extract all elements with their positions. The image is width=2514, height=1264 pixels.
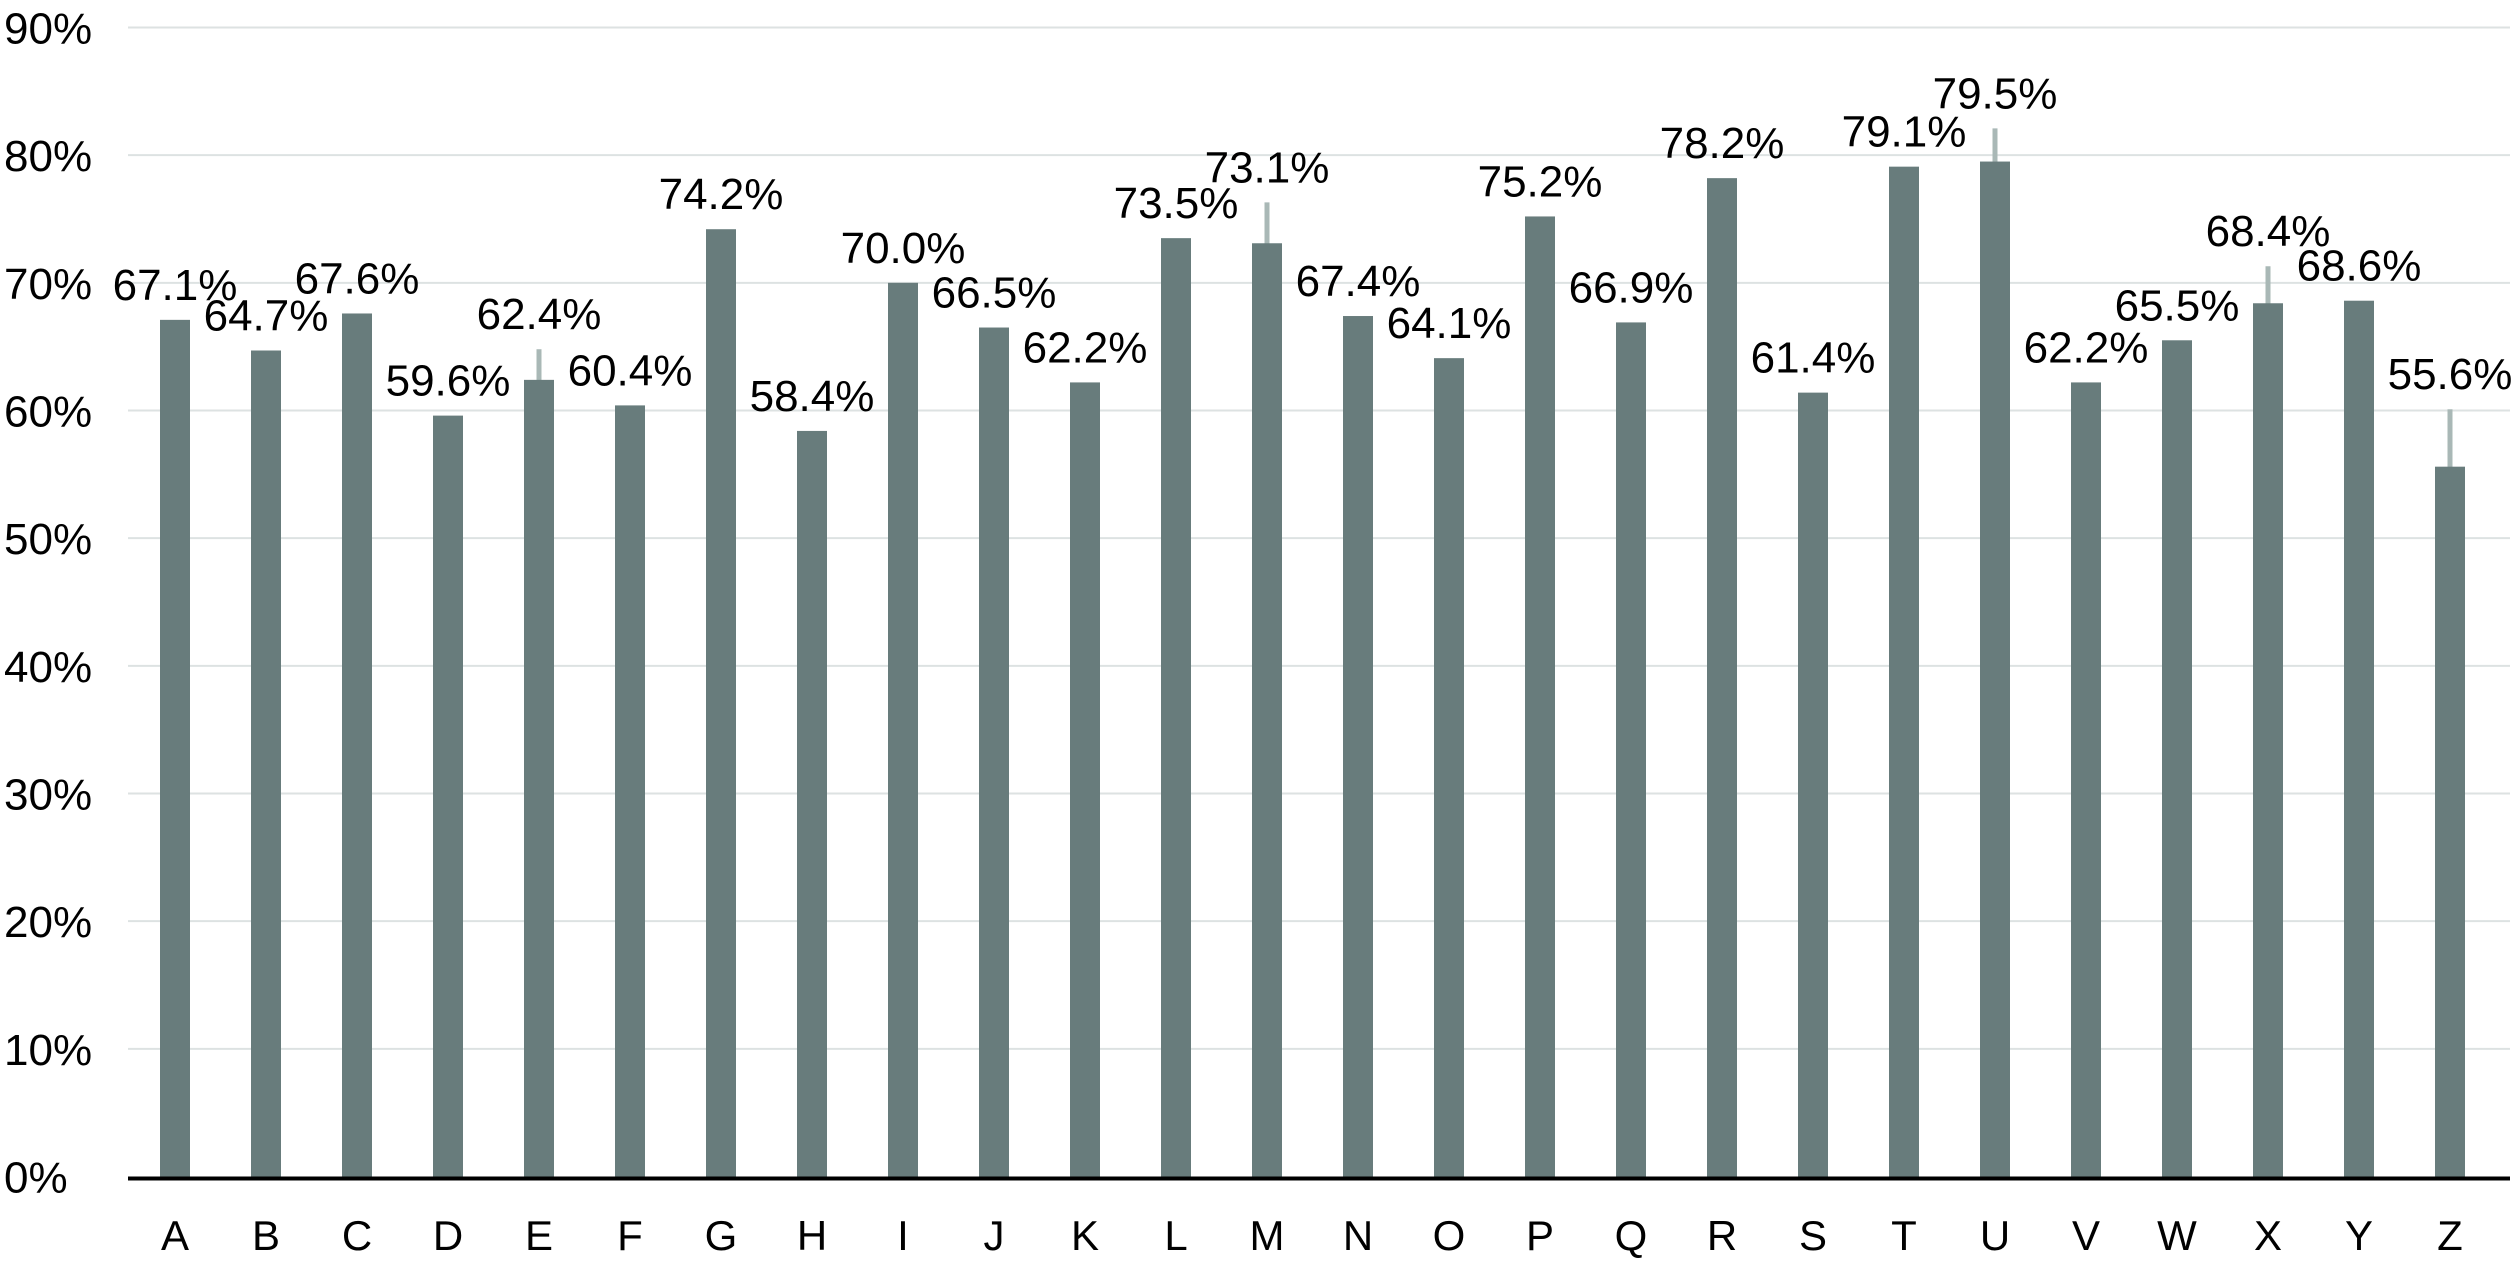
x-axis-category-label: H bbox=[797, 1212, 827, 1259]
x-axis-category-label: J bbox=[984, 1212, 1005, 1259]
x-axis-category-label: W bbox=[2157, 1212, 2197, 1259]
x-axis-category-label: B bbox=[252, 1212, 280, 1259]
bar-K bbox=[1070, 382, 1100, 1179]
x-axis-category-label: P bbox=[1526, 1212, 1554, 1259]
x-axis-category-label: R bbox=[1707, 1212, 1737, 1259]
bar-value-label: 64.7% bbox=[204, 291, 329, 340]
y-axis-tick-label: 90% bbox=[4, 5, 92, 54]
x-axis-category-label: C bbox=[342, 1212, 372, 1259]
bar-value-label: 73.1% bbox=[1205, 143, 1330, 192]
bar-value-label: 62.2% bbox=[1023, 323, 1148, 372]
bar-value-label: 61.4% bbox=[1751, 334, 1876, 383]
x-axis-category-label: N bbox=[1343, 1212, 1373, 1259]
y-axis-tick-label: 80% bbox=[4, 132, 92, 181]
x-axis-category-label: X bbox=[2254, 1212, 2282, 1259]
bar-D bbox=[433, 415, 463, 1179]
bar-H bbox=[797, 430, 827, 1179]
bar-value-label: 55.6% bbox=[2388, 350, 2513, 399]
x-axis-category-label: A bbox=[161, 1212, 189, 1259]
bar-value-label: 78.2% bbox=[1660, 119, 1785, 168]
y-axis-tick-label: 60% bbox=[4, 388, 92, 437]
x-axis-category-label: Q bbox=[1615, 1212, 1648, 1259]
x-axis-category-label: D bbox=[433, 1212, 463, 1259]
y-axis-tick-label: 40% bbox=[4, 643, 92, 692]
bar-B bbox=[251, 350, 281, 1179]
y-axis-tick-label: 20% bbox=[4, 898, 92, 947]
bar-value-label: 67.4% bbox=[1296, 257, 1421, 306]
bar-S bbox=[1798, 392, 1828, 1179]
x-axis-category-label: L bbox=[1164, 1212, 1187, 1259]
x-axis-category-label: O bbox=[1433, 1212, 1466, 1259]
x-axis-category-label: U bbox=[1980, 1212, 2010, 1259]
bar-value-label: 75.2% bbox=[1478, 157, 1603, 206]
bar-value-label: 60.4% bbox=[568, 346, 693, 395]
bar-value-label: 62.2% bbox=[2024, 323, 2149, 372]
bar-F bbox=[615, 405, 645, 1179]
bar-value-label: 66.5% bbox=[932, 269, 1057, 318]
bar-A bbox=[160, 319, 190, 1179]
y-axis-tick-label: 70% bbox=[4, 260, 92, 309]
bar-value-label: 65.5% bbox=[2115, 281, 2240, 330]
bar-G bbox=[706, 229, 736, 1179]
bar-Y bbox=[2344, 300, 2374, 1179]
bar-J bbox=[979, 327, 1009, 1179]
bar-Z bbox=[2435, 466, 2465, 1179]
x-axis-category-label: M bbox=[1250, 1212, 1285, 1259]
x-axis-category-label: G bbox=[705, 1212, 738, 1259]
y-axis-tick-label: 30% bbox=[4, 771, 92, 820]
y-axis-tick-label: 0% bbox=[4, 1154, 68, 1203]
y-axis-tick-label: 50% bbox=[4, 515, 92, 564]
bar-E bbox=[524, 379, 554, 1179]
bar-C bbox=[342, 313, 372, 1179]
bar-N bbox=[1343, 316, 1373, 1179]
bar-value-label: 68.6% bbox=[2297, 242, 2422, 291]
x-axis-category-label: V bbox=[2072, 1212, 2100, 1259]
x-axis-category-label: Z bbox=[2437, 1212, 2463, 1259]
x-axis-category-label: I bbox=[897, 1212, 909, 1259]
bar-value-label: 74.2% bbox=[659, 170, 784, 219]
bar-value-label: 66.9% bbox=[1569, 263, 1694, 312]
x-axis-category-label: F bbox=[617, 1212, 643, 1259]
bar-Q bbox=[1616, 322, 1646, 1179]
bar-W bbox=[2162, 340, 2192, 1179]
bar-I bbox=[888, 282, 918, 1179]
bar-O bbox=[1434, 358, 1464, 1179]
y-axis-tick-label: 10% bbox=[4, 1026, 92, 1075]
bar-value-label: 68.4% bbox=[2206, 207, 2331, 256]
bar-value-label: 64.1% bbox=[1387, 299, 1512, 348]
x-axis-category-label: S bbox=[1799, 1212, 1827, 1259]
bar-value-label: 70.0% bbox=[841, 224, 966, 273]
bar-value-label: 58.4% bbox=[750, 372, 875, 421]
bar-P bbox=[1525, 216, 1555, 1179]
x-axis-category-label: Y bbox=[2345, 1212, 2373, 1259]
bar-value-label: 79.1% bbox=[1842, 108, 1967, 157]
x-axis-category-label: E bbox=[525, 1212, 553, 1259]
bar-V bbox=[2071, 382, 2101, 1179]
bar-value-label: 59.6% bbox=[386, 357, 511, 406]
bar-L bbox=[1161, 238, 1191, 1179]
bar-U bbox=[1980, 161, 2010, 1179]
bar-M bbox=[1252, 243, 1282, 1179]
bar-X bbox=[2253, 303, 2283, 1179]
bar-value-label: 67.1% bbox=[113, 261, 238, 310]
bar-R bbox=[1707, 178, 1737, 1179]
x-axis-category-label: T bbox=[1891, 1212, 1917, 1259]
bar-value-label: 67.6% bbox=[295, 254, 420, 303]
bar-value-label: 62.4% bbox=[477, 290, 602, 339]
bar-value-label: 79.5% bbox=[1933, 69, 2058, 118]
x-axis-category-label: K bbox=[1071, 1212, 1099, 1259]
bar-T bbox=[1889, 166, 1919, 1179]
bar-value-label: 73.5% bbox=[1114, 179, 1239, 228]
